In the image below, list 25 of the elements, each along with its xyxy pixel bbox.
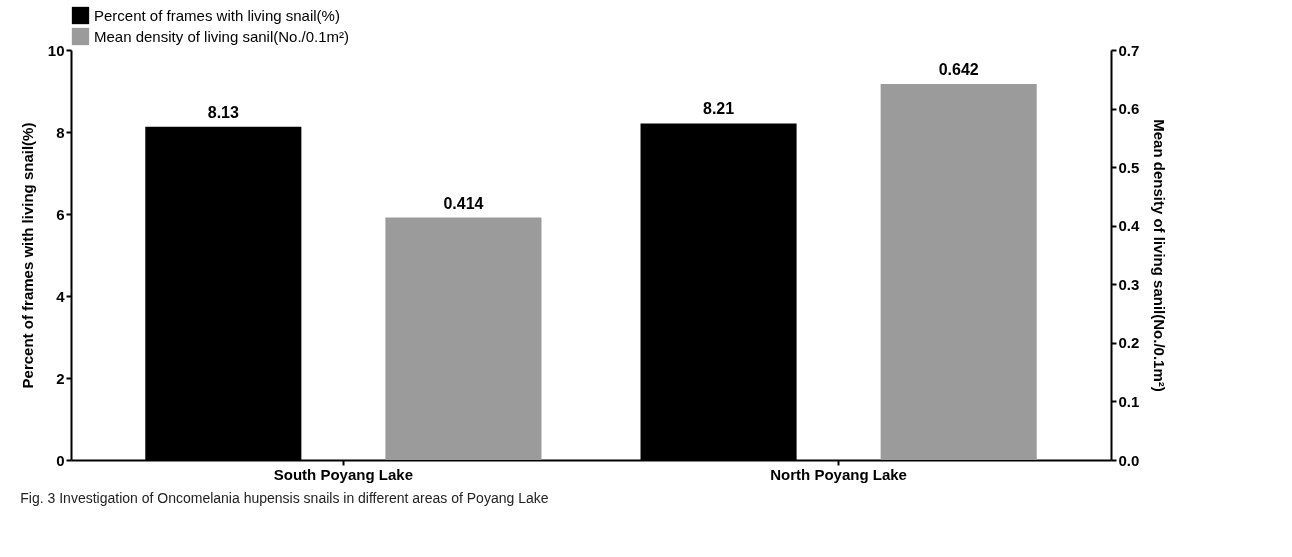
y2-tick-label: 0.0: [1118, 451, 1140, 469]
y2-tick-label: 0.4: [1118, 217, 1141, 235]
y-tick-label: 2: [56, 369, 65, 387]
y-tick-label: 6: [56, 205, 65, 223]
y2-tick-label: 0.7: [1118, 41, 1140, 59]
x-tick-label: South Poyang Lake: [273, 465, 413, 483]
data-label: 0.414: [443, 194, 484, 212]
x-tick-label: North Poyang Lake: [770, 465, 907, 483]
y-tick-label: 0: [56, 451, 65, 469]
y2-tick-label: 0.1: [1118, 392, 1140, 410]
data-label: 8.13: [207, 103, 239, 121]
y-axis-title: Percent of frames with living snail(%): [18, 122, 36, 389]
y-tick-label: 4: [56, 287, 66, 305]
y2-tick-label: 0.5: [1118, 158, 1140, 176]
y2-tick-label: 0.3: [1118, 275, 1140, 293]
data-label: 0.642: [938, 60, 979, 78]
y-tick-label: 8: [56, 123, 65, 141]
caption: Fig. 3 Investigation of Oncomelania hupensis snails in different areas of Poyang Lake: [20, 490, 549, 506]
y-tick-label: 10: [47, 41, 65, 59]
y2-tick-label: 0.6: [1118, 100, 1140, 118]
y2-axis-title: Mean density of living sanil(No./0.1m²): [1151, 119, 1169, 392]
data-label: 8.21: [702, 100, 735, 118]
legend-label: Mean density of living sanil(No./0.1m²): [94, 27, 350, 45]
legend-label: Percent of frames with living snail(%): [94, 6, 340, 24]
y2-tick-label: 0.2: [1118, 334, 1140, 352]
